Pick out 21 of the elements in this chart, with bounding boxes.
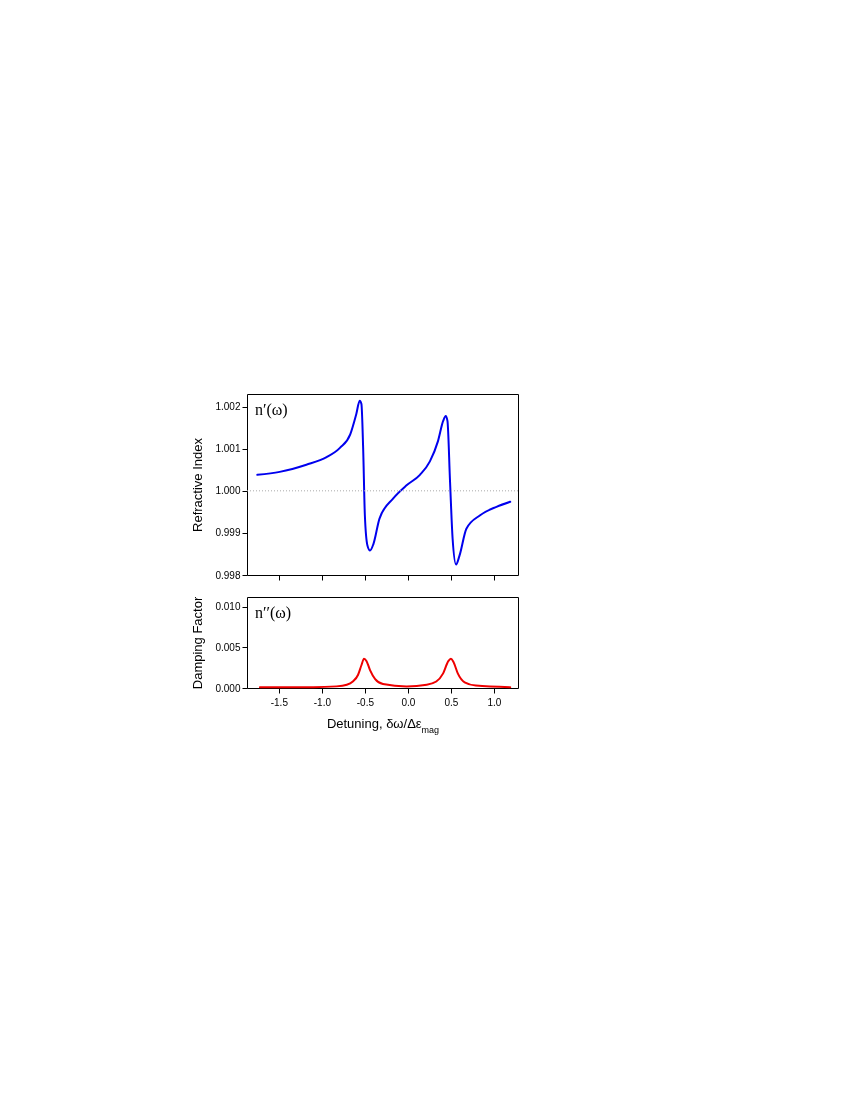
annotation: n′′(ω) [255, 604, 292, 622]
y-tick-label: 0.998 [215, 569, 241, 581]
y-tick-label: 1.002 [215, 401, 241, 413]
x-axis-title: Detuning, δω/Δε$_{mag}$ [326, 715, 440, 735]
y-tick-label: 1.000 [215, 485, 241, 497]
x-tick-label: 0.5 [444, 696, 459, 708]
y-axis-title: Refractive Index [190, 437, 206, 532]
line-series [258, 657, 512, 689]
y-tick-label: 0.999 [215, 527, 241, 539]
annotation: n′(ω) [255, 401, 288, 419]
line-series [256, 399, 512, 566]
x-tick-label: -0.5 [356, 696, 375, 708]
y-axis-title: Damping Factor [190, 596, 206, 690]
y-tick-label: 0.005 [215, 641, 241, 653]
y-tick-label: 1.001 [215, 443, 241, 455]
x-tick-label: 0.0 [401, 696, 416, 708]
y-tick-label: 0.000 [215, 682, 241, 694]
x-tick-label: 1.0 [487, 696, 502, 708]
x-tick-label: -1.0 [313, 696, 332, 708]
y-tick-label: 0.010 [215, 601, 241, 613]
x-tick-label: -1.5 [270, 696, 289, 708]
